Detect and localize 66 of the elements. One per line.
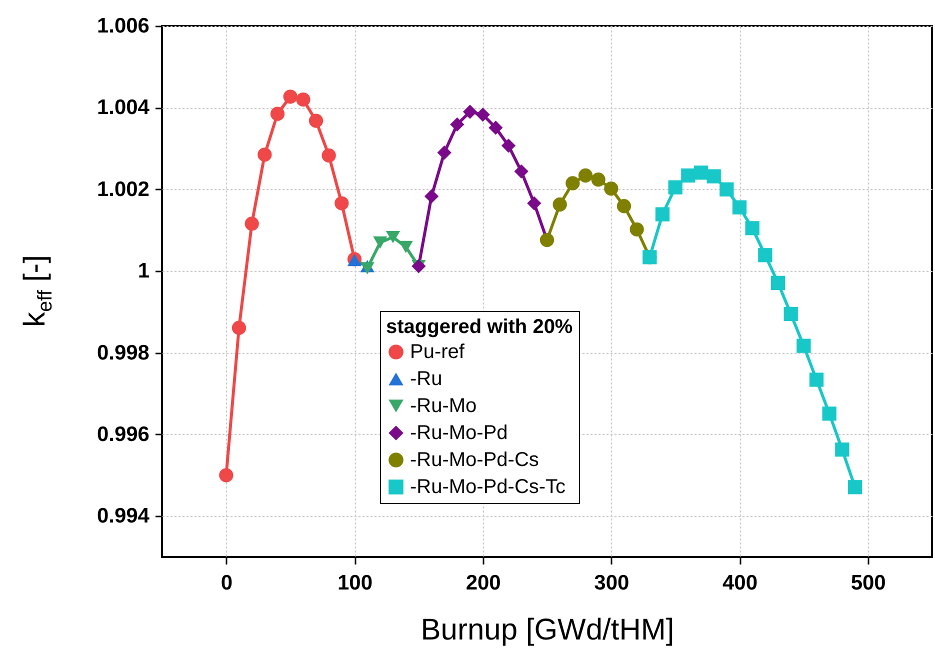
point <box>232 320 246 335</box>
x-tick-label: 500 <box>850 572 886 594</box>
point <box>462 104 478 119</box>
point <box>822 406 836 421</box>
point <box>488 120 503 135</box>
point <box>501 138 516 153</box>
point <box>604 182 618 196</box>
x-axis-title: Burnup [GWd/tHM] <box>420 614 674 646</box>
point <box>848 480 862 494</box>
x-tick-label: 100 <box>337 572 373 594</box>
point <box>219 468 234 482</box>
y-tick-label: 0.998 <box>96 341 150 364</box>
point <box>770 276 786 290</box>
legend-label: -Ru-Mo-Pd-Cs-Tc <box>410 476 566 498</box>
point <box>437 146 452 160</box>
point <box>732 200 747 214</box>
point <box>694 166 708 180</box>
point <box>334 196 349 210</box>
point <box>322 148 336 163</box>
y-tick-label: 0.994 <box>96 504 150 528</box>
point <box>745 221 760 236</box>
point <box>527 196 542 210</box>
legend-label: -Ru-Mo <box>410 395 477 417</box>
y-tick-label: 1.002 <box>96 178 150 201</box>
point <box>796 338 811 353</box>
x-tick-label: 0 <box>220 572 233 594</box>
point <box>283 90 298 104</box>
x-tick-label: 300 <box>594 572 630 594</box>
point <box>450 117 464 132</box>
x-tick-label: 400 <box>722 572 758 594</box>
point <box>552 197 567 212</box>
point <box>244 216 259 231</box>
legend-label: -Ru-Mo-Pd-Cs <box>410 449 539 471</box>
point <box>398 240 413 254</box>
y-tick-label: 1.006 <box>96 14 150 38</box>
point <box>630 222 644 236</box>
point <box>514 164 528 178</box>
point <box>720 182 734 196</box>
point <box>616 199 632 214</box>
y-tick-label: 1 <box>138 260 150 283</box>
legend-label: -Ru <box>410 368 442 390</box>
point <box>835 442 850 457</box>
point <box>386 231 400 244</box>
point <box>270 106 285 121</box>
point <box>566 176 580 190</box>
point <box>758 248 772 262</box>
point <box>784 306 798 322</box>
legend-title: staggered with 20% <box>386 316 573 338</box>
point <box>655 207 670 222</box>
point <box>258 148 272 162</box>
point <box>668 180 682 194</box>
point <box>809 372 824 387</box>
point <box>591 172 606 187</box>
legend-label: -Ru-Mo-Pd <box>410 422 508 444</box>
point <box>578 168 593 183</box>
point <box>476 108 490 122</box>
point <box>296 92 310 107</box>
point <box>681 168 696 183</box>
legend-label: Pu-ref <box>410 341 465 363</box>
x-tick-label: 200 <box>466 572 501 594</box>
point <box>308 114 324 128</box>
y-tick-label: 1.004 <box>96 96 150 120</box>
point <box>424 189 439 204</box>
point <box>706 169 721 184</box>
point <box>373 236 388 249</box>
y-tick-label: 0.996 <box>96 422 150 446</box>
